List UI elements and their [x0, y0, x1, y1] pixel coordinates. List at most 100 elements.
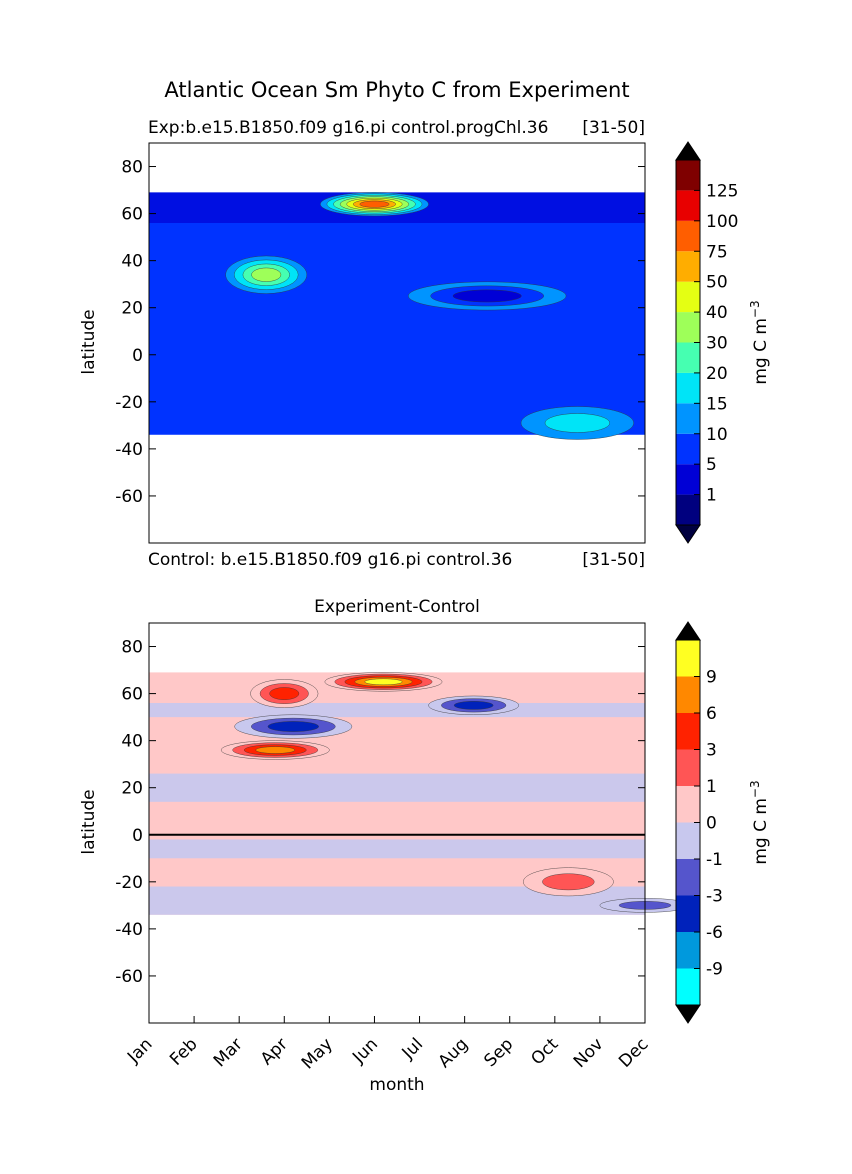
colorbar-tick-label: 100 [706, 212, 738, 232]
colorbar-tick-label: 125 [706, 181, 738, 201]
colorbar-segment [676, 640, 700, 677]
colorbar-segment [676, 895, 700, 932]
panel1-title-right: [31-50] [582, 118, 645, 138]
xtick-label: Jul [398, 1034, 427, 1063]
contour-feature [269, 687, 300, 700]
colorbar-segment [676, 190, 700, 221]
ytick-label: 20 [121, 299, 143, 319]
xtick-label: Dec [615, 1034, 652, 1071]
colorbar-segment [676, 859, 700, 896]
figure-suptitle: Atlantic Ocean Sm Phyto C from Experimen… [164, 78, 629, 102]
colorbar-tick-label: 50 [706, 273, 728, 293]
colorbar-segment [676, 342, 700, 373]
xtick-label: Sep [480, 1034, 517, 1071]
negative-band [149, 839, 645, 859]
colorbar-tick-label: 9 [706, 668, 717, 688]
negative-band [149, 773, 645, 802]
colorbar-under-triangle [675, 524, 701, 544]
panel2-colorbar: -9 -6 -3 -1 0 1 3 6 9 mg C m−3 [675, 621, 771, 1024]
colorbar-tick-label: 0 [706, 814, 717, 834]
colorbar-segment [676, 786, 700, 823]
axes-frame [148, 142, 646, 544]
negative-band [149, 703, 645, 718]
ytick-label: 60 [121, 685, 143, 705]
panel1-title-left: Exp:b.e15.B1850.f09 g16.pi control.progC… [148, 118, 548, 138]
ytick-label: 80 [121, 638, 143, 658]
ytick-label: -20 [115, 393, 143, 413]
colorbar-tick-label: -1 [706, 850, 723, 870]
colorbar-tick-label: 30 [706, 334, 728, 354]
ytick-label: 20 [121, 779, 143, 799]
colorbar-tick-label: 75 [706, 242, 728, 262]
colorbar-segment [676, 251, 700, 282]
contour-feature [251, 267, 282, 282]
colorbar-segment [676, 281, 700, 313]
axes-frame [148, 622, 646, 1024]
colorbar-segment [676, 713, 700, 750]
colorbar-segment [676, 160, 700, 191]
contour-feature [452, 289, 522, 303]
panel-experiment: Exp:b.e15.B1850.f09 g16.pi control.progC… [79, 118, 771, 570]
panel1-footer-right: [31-50] [582, 550, 645, 570]
colorbar-segment [676, 932, 700, 969]
colorbar-tick-label: -3 [706, 887, 723, 907]
xtick-label: Apr [257, 1034, 292, 1069]
colorbar-over-triangle [675, 621, 701, 641]
contour-feature [453, 701, 494, 710]
colorbar-tick-label: 6 [706, 704, 717, 724]
colorbar-segment [676, 968, 700, 1005]
colorbar-tick-label: 10 [706, 425, 728, 445]
ytick-label: 0 [132, 826, 143, 846]
ytick-label: -20 [115, 873, 143, 893]
colorbar-segment [676, 822, 700, 859]
ytick-label: -60 [115, 967, 143, 987]
xtick-label: Feb [166, 1034, 201, 1069]
ytick-label: -60 [115, 487, 143, 507]
colorbar-tick-label: 1 [706, 486, 717, 506]
panel2-ylabel: latitude [79, 789, 99, 854]
contour-feature [544, 413, 610, 433]
panel1-ylabel: latitude [79, 309, 99, 374]
xtick-label: Aug [435, 1034, 473, 1072]
panel2-plot-area: 80 60 40 20 0 -20 -40 -60 Jan Feb Mar Apr May Jun Jul A… [115, 622, 691, 1073]
colorbar-tick-label: 15 [706, 394, 728, 414]
colorbar-segment [676, 312, 700, 343]
colorbar-segment [676, 464, 700, 495]
colorbar-segment [676, 433, 700, 465]
colorbar-tick-label: 3 [706, 741, 717, 761]
ytick-label: -40 [115, 440, 143, 460]
colorbar-tick-label: 40 [706, 303, 728, 323]
xtick-label: Jun [348, 1034, 382, 1068]
ytick-label: 0 [132, 346, 143, 366]
contour-feature [255, 746, 296, 754]
colorbar-tick-label: 1 [706, 777, 717, 797]
contour-feature [364, 678, 403, 686]
data-band [149, 192, 645, 435]
colorbar-tick-label: 5 [706, 455, 717, 475]
panel2-title: Experiment-Control [314, 597, 480, 617]
colorbar-segment [676, 749, 700, 786]
contour-feature [267, 721, 319, 732]
colorbar-over-triangle [675, 141, 701, 161]
xtick-label: Nov [570, 1034, 608, 1072]
colorbar-tick-label: -6 [706, 923, 723, 943]
colorbar-segment [676, 372, 700, 404]
panel2-xlabel: month [369, 1075, 424, 1095]
contour-feature [359, 200, 390, 208]
panel1-footer-left: Control: b.e15.B1850.f09 g16.pi control.… [148, 550, 512, 570]
xtick-label: Oct [527, 1034, 562, 1069]
panel1-plot-area: 80 60 40 20 0 -20 -40 -60 [115, 142, 646, 544]
panel-difference: Experiment-Control 806040200-20-40-60Jan… [79, 597, 771, 1095]
colorbar-tick-label: -9 [706, 960, 723, 980]
colorbar-label-exponent: −3 [748, 300, 762, 318]
colorbar-segment [676, 676, 700, 713]
colorbar-label: mg C m−3 [748, 300, 771, 384]
colorbar-under-triangle [675, 1004, 701, 1024]
colorbar-segment [676, 494, 700, 525]
ytick-label: 40 [121, 732, 143, 752]
colorbar-label: mg C m−3 [748, 780, 771, 864]
xtick-label: May [298, 1034, 337, 1073]
ytick-label: 80 [121, 158, 143, 178]
